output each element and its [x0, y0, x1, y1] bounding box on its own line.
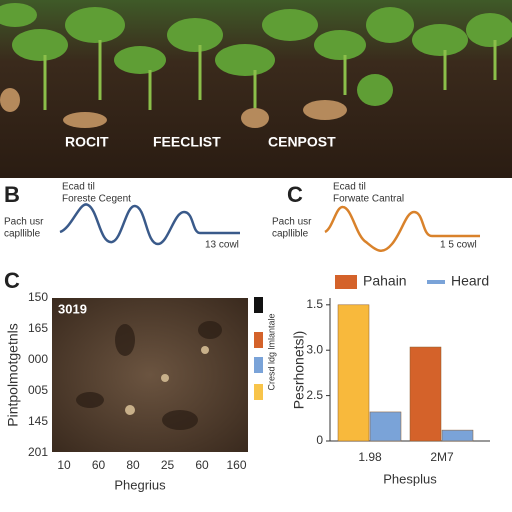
legend-swatch [254, 332, 263, 348]
x-tick-label: 10 [57, 458, 71, 472]
x-tick-label: 160 [226, 458, 246, 472]
y-tick-label: 3.0 [306, 342, 323, 356]
soil-image [52, 298, 248, 452]
trace [324, 205, 480, 252]
roots [0, 88, 347, 128]
panel-title: Ecad til [62, 182, 95, 193]
x-tick-label: 1.98 [358, 450, 382, 464]
panel-label: C [4, 268, 20, 293]
photo-label: FEECLIST [153, 134, 221, 150]
legend-swatch [254, 357, 263, 373]
x-axis-title: Phesplus [383, 471, 437, 486]
stems [43, 40, 497, 115]
y-tick-label: 1.5 [306, 297, 323, 311]
soil-pebbles [125, 346, 209, 415]
trace [59, 203, 240, 246]
photo-label: ROCIT [65, 134, 109, 150]
legend-title: Cresd ldg lmlantale [266, 313, 276, 390]
seedlings [0, 3, 512, 106]
bar [441, 429, 474, 442]
photo-label: CENPOST [268, 134, 336, 150]
y-tick-label: 000 [28, 352, 48, 366]
legend-swatch [254, 384, 263, 400]
x-tick-label: 60 [92, 458, 106, 472]
x-tick-label: 2M7 [430, 450, 454, 464]
panel-title: Ecad til [333, 182, 366, 193]
legend-label: Pahain [363, 273, 407, 289]
y-label: Pach usr [272, 217, 312, 228]
x-tick-label: 60 [195, 458, 209, 472]
panel-label: C [287, 182, 303, 207]
y-tick-label: 2.5 [306, 388, 323, 402]
bar [409, 346, 442, 442]
bar [337, 304, 370, 442]
y-tick-label: 0 [316, 433, 323, 447]
bar [369, 411, 402, 442]
x-tick-label: 80 [126, 458, 140, 472]
panel-title: Foreste Cegent [62, 194, 131, 205]
legend-swatch [335, 275, 357, 289]
panel-title: Forwate Cantral [333, 194, 404, 205]
y-tick-label: 145 [28, 414, 48, 428]
y-axis-title: Pesrhonetsl) [291, 331, 307, 410]
trace-note: 13 cowl [205, 240, 239, 251]
y-label: capllible [272, 229, 309, 240]
y-tick-label: 005 [28, 383, 48, 397]
legend-label: Heard [451, 273, 489, 289]
x-tick-label: 25 [161, 458, 175, 472]
y-label: Pach usr [4, 217, 44, 228]
panel-label: B [4, 182, 20, 207]
y-label: capllible [4, 229, 41, 240]
soil-texture [76, 321, 222, 430]
y-tick-label: 201 [28, 445, 48, 459]
inset-label: 3019 [58, 301, 87, 316]
legend-swatch [254, 297, 263, 313]
trace-note: 1 5 cowl [440, 240, 477, 251]
y-tick-label: 150 [28, 290, 48, 304]
x-axis-title: Phegrius [114, 477, 166, 492]
legend-swatch [427, 280, 445, 284]
y-tick-label: 165 [28, 321, 48, 335]
y-axis-title: Pintpolmotgetnls [5, 323, 21, 427]
